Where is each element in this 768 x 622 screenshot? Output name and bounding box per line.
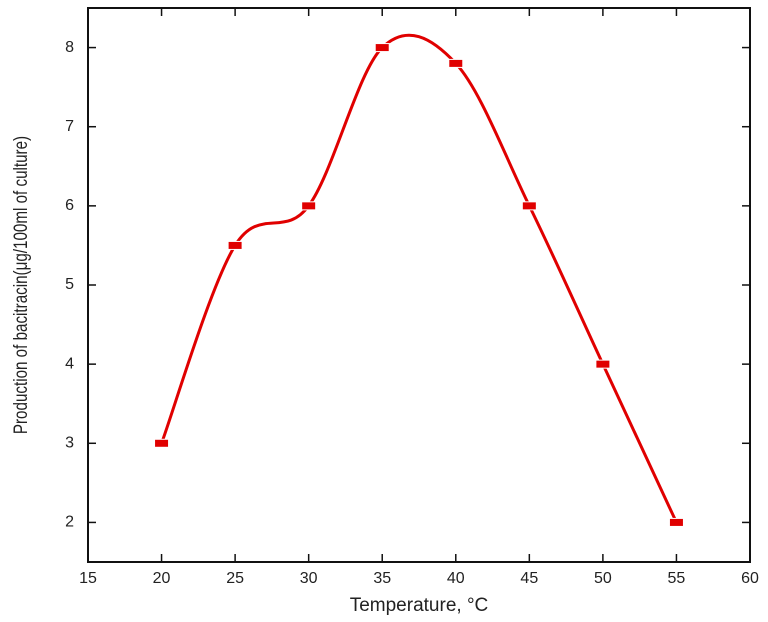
- x-tick-label: 20: [153, 570, 171, 587]
- x-tick-label: 45: [520, 570, 538, 587]
- y-axis-label: Production of bacitracin(μg/100ml of cul…: [9, 136, 31, 434]
- x-axis-label: Temperature, °C: [350, 595, 489, 616]
- marker: [301, 201, 317, 211]
- x-tick-label: 30: [300, 570, 318, 587]
- y-tick-label: 6: [65, 197, 74, 214]
- x-tick-label: 60: [741, 570, 759, 587]
- curve: [160, 33, 678, 524]
- marker: [521, 201, 537, 211]
- marker: [374, 43, 390, 53]
- marker: [668, 517, 684, 527]
- x-tick-label: 40: [447, 570, 465, 587]
- y-tick-label: 8: [65, 39, 74, 56]
- y-tick-label: 4: [65, 355, 74, 372]
- y-tick-label: 2: [65, 514, 74, 531]
- x-tick-label: 50: [594, 570, 612, 587]
- plot-frame: [87, 7, 751, 563]
- y-tick-label: 7: [65, 118, 74, 135]
- marker: [227, 240, 243, 250]
- x-tick-label: 15: [79, 570, 97, 587]
- y-tick-label: 5: [65, 276, 74, 293]
- x-tick-label: 55: [668, 570, 686, 587]
- x-tick-label: 35: [373, 570, 391, 587]
- marker: [595, 359, 611, 369]
- x-tick-label: 25: [226, 570, 244, 587]
- marker: [448, 58, 464, 68]
- marker: [154, 438, 170, 448]
- y-tick-label: 3: [65, 435, 74, 452]
